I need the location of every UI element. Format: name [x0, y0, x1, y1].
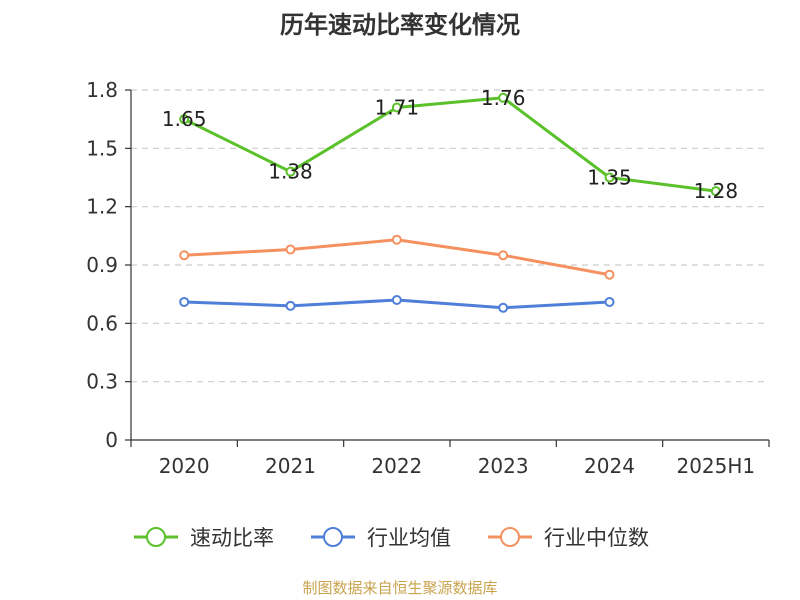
data-label: 1.76 — [481, 86, 526, 110]
y-tick-label: 1.8 — [86, 78, 118, 102]
legend-marker-icon — [146, 527, 166, 547]
x-tick-label: 2025H1 — [676, 454, 755, 478]
data-point — [604, 269, 615, 280]
data-point — [604, 172, 615, 183]
data-point — [498, 250, 509, 261]
data-point — [285, 300, 296, 311]
data-point — [391, 102, 402, 113]
legend-item[interactable]: 行业中位数 — [488, 526, 649, 550]
series-line — [183, 96, 717, 193]
chart-title: 历年速动比率变化情况 — [280, 11, 520, 39]
data-labels: 1.65 1.38 1.71 1.76 1.35 1.28 — [162, 86, 738, 203]
legend-label: 速动比率 — [190, 526, 274, 550]
series-lines — [179, 92, 721, 313]
y-tick-label: 1.2 — [86, 195, 118, 219]
legend-item[interactable]: 速动比率 — [134, 526, 274, 550]
y-tick-label: 0 — [105, 428, 118, 452]
legend[interactable]: 速动比率 行业均值 行业中位数 — [134, 526, 649, 550]
y-tick-label: 0.9 — [86, 253, 118, 277]
legend-item[interactable]: 行业均值 — [311, 526, 451, 550]
y-tick-label: 0.6 — [86, 311, 118, 335]
data-point — [179, 114, 190, 125]
data-point — [391, 234, 402, 245]
legend-label: 行业中位数 — [544, 526, 649, 550]
x-tick-label: 2020 — [159, 454, 210, 478]
y-tick-label: 0.3 — [86, 370, 118, 394]
data-point — [498, 302, 509, 313]
data-point — [285, 166, 296, 177]
data-point — [179, 296, 190, 307]
gridlines — [131, 89, 769, 383]
y-tick-label: 1.5 — [86, 136, 118, 160]
data-label: 1.28 — [694, 179, 739, 203]
x-tick-label: 2023 — [478, 454, 529, 478]
x-tick-label: 2024 — [584, 454, 635, 478]
data-point — [391, 295, 402, 305]
x-tick-label: 2022 — [371, 454, 422, 478]
data-point — [179, 250, 190, 261]
series-line — [184, 238, 610, 277]
data-label: 1.65 — [162, 107, 207, 131]
data-point — [604, 296, 615, 307]
axes: 0 0.3 0.6 0.9 1.2 1.5 1.8 2020 2021 2022 2023 2024 2… — [86, 78, 770, 478]
x-tick-label: 2021 — [265, 454, 316, 478]
source-note: 制图数据来自恒生聚源数据库 — [302, 579, 497, 597]
data-label: 1.35 — [587, 166, 632, 190]
data-point — [498, 92, 509, 103]
legend-label: 行业均值 — [367, 526, 451, 550]
legend-marker-icon — [323, 527, 343, 547]
data-label: 1.38 — [268, 160, 313, 184]
data-label: 1.71 — [375, 96, 420, 120]
data-point — [710, 186, 721, 197]
legend-marker-icon — [500, 527, 520, 547]
data-point — [285, 244, 296, 255]
